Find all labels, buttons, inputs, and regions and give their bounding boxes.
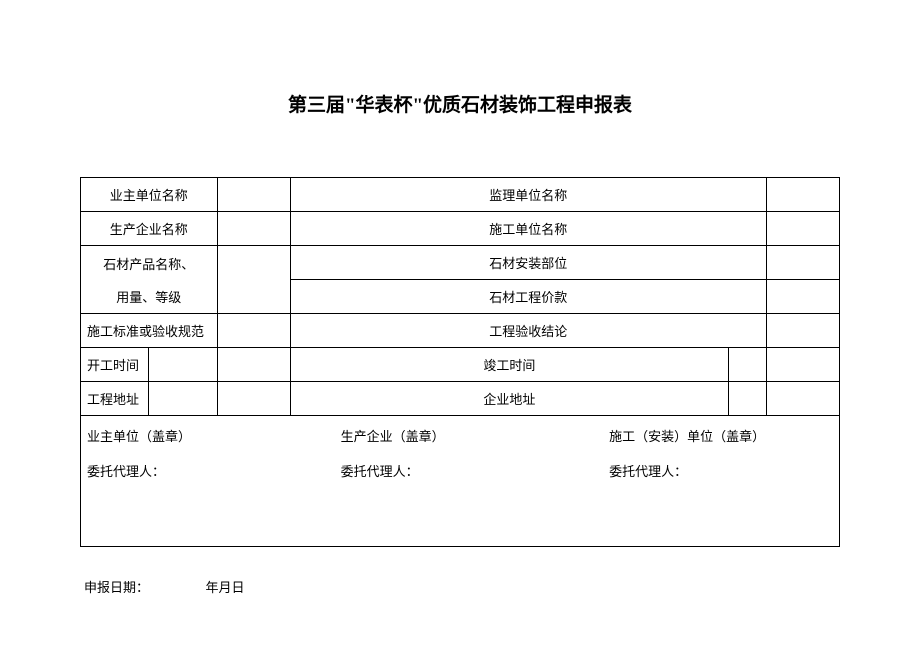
project-address-value2 (217, 382, 290, 416)
standard-value (217, 314, 290, 348)
supervision-unit-value (766, 178, 839, 212)
start-time-value2 (217, 348, 290, 382)
table-row: 石材产品名称、 用量、等级 石材安装部位 (81, 246, 840, 280)
owner-agent-label: 委托代理人： (87, 461, 341, 480)
company-address-value1 (729, 382, 767, 416)
product-name-label: 石材产品名称、 用量、等级 (81, 246, 218, 314)
application-form-table: 业主单位名称 监理单位名称 生产企业名称 施工单位名称 石材产品名称、 用量、等… (80, 177, 840, 416)
product-name-line2: 用量、等级 (81, 280, 217, 313)
construction-agent-label: 委托代理人： (609, 461, 833, 480)
install-position-value (766, 246, 839, 280)
product-name-value (217, 246, 290, 314)
construction-unit-value (766, 212, 839, 246)
construction-stamp-label: 施工（安装）单位（盖章） (609, 426, 833, 445)
date-value: 年月日 (206, 580, 245, 595)
project-price-label: 石材工程价款 (290, 280, 766, 314)
product-name-line1: 石材产品名称、 (81, 247, 217, 280)
company-address-label: 企业地址 (290, 382, 728, 416)
project-address-label: 工程地址 (81, 382, 149, 416)
install-position-label: 石材安装部位 (290, 246, 766, 280)
producer-stamp-label: 生产企业（盖章） (341, 426, 610, 445)
supervision-unit-label: 监理单位名称 (290, 178, 766, 212)
start-time-label: 开工时间 (81, 348, 149, 382)
start-time-value1 (149, 348, 217, 382)
acceptance-result-value (766, 314, 839, 348)
standard-label: 施工标准或验收规范 (81, 314, 218, 348)
table-row: 开工时间 竣工时间 (81, 348, 840, 382)
stamp-section: 业主单位（盖章） 生产企业（盖章） 施工（安装）单位（盖章） 委托代理人： 委托… (80, 416, 840, 547)
construction-unit-label: 施工单位名称 (290, 212, 766, 246)
end-time-value2 (766, 348, 839, 382)
table-row: 业主单位名称 监理单位名称 (81, 178, 840, 212)
project-address-value1 (149, 382, 217, 416)
owner-stamp-label: 业主单位（盖章） (87, 426, 341, 445)
table-row: 生产企业名称 施工单位名称 (81, 212, 840, 246)
owner-unit-value (217, 178, 290, 212)
acceptance-result-label: 工程验收结论 (290, 314, 766, 348)
end-time-value1 (729, 348, 767, 382)
table-row: 施工标准或验收规范 工程验收结论 (81, 314, 840, 348)
application-date: 申报日期： 年月日 (80, 577, 840, 596)
end-time-label: 竣工时间 (290, 348, 728, 382)
owner-unit-label: 业主单位名称 (81, 178, 218, 212)
project-price-value (766, 280, 839, 314)
date-label: 申报日期： (84, 580, 149, 595)
form-title: 第三届"华表杯"优质石材装饰工程申报表 (80, 90, 840, 117)
producer-value (217, 212, 290, 246)
producer-label: 生产企业名称 (81, 212, 218, 246)
company-address-value2 (766, 382, 839, 416)
producer-agent-label: 委托代理人： (341, 461, 610, 480)
table-row: 工程地址 企业地址 (81, 382, 840, 416)
